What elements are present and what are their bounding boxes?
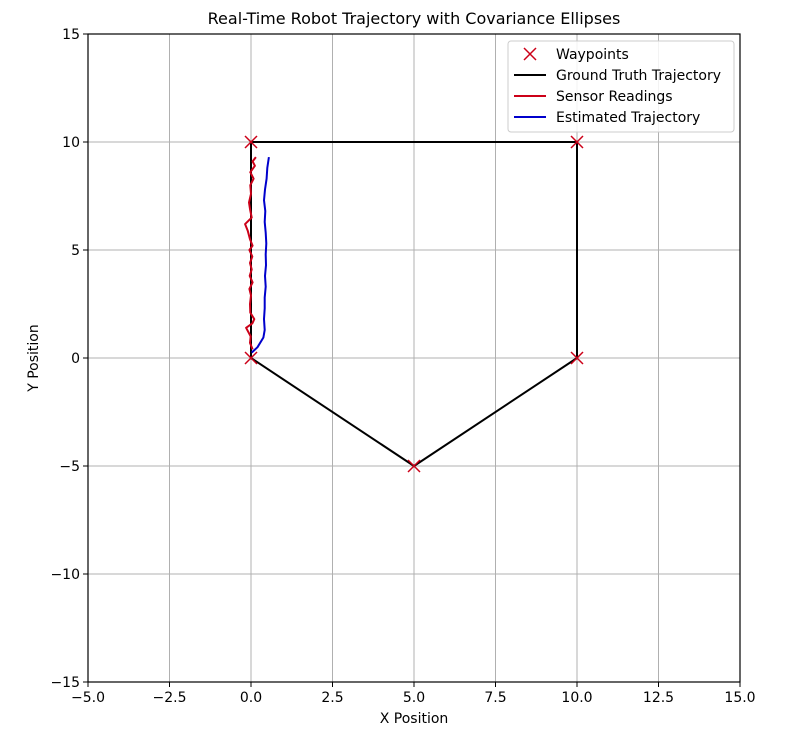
x-tick-label: 10.0 (561, 690, 592, 706)
legend-label: Waypoints (556, 47, 629, 63)
waypoint-marker (244, 135, 258, 149)
y-tick-label: 10 (62, 135, 80, 151)
legend-label: Sensor Readings (556, 89, 673, 105)
x-tick-label: 7.5 (484, 690, 506, 706)
x-axis-ticks: −5.0 −2.5 0.0 2.5 5.0 7.5 10.0 12.5 15.0 (71, 682, 756, 706)
x-tick-label: 5.0 (403, 690, 425, 706)
chart-title: Real-Time Robot Trajectory with Covarian… (208, 9, 621, 28)
waypoint-marker (244, 351, 258, 365)
legend-box (507, 40, 735, 133)
x-tick-label: 0.0 (240, 690, 262, 706)
waypoint-marker (570, 351, 584, 365)
estimated-trajectory-line (251, 156, 270, 354)
x-axis-label: X Position (380, 711, 449, 727)
x-tick-label: 2.5 (321, 690, 343, 706)
y-tick-label: 5 (71, 243, 80, 259)
y-tick-label: −5 (59, 459, 80, 475)
y-tick-label: −15 (50, 675, 80, 691)
legend-label: Estimated Trajectory (556, 110, 700, 126)
legend-label: Ground Truth Trajectory (556, 68, 721, 84)
sensor-readings-line (244, 156, 257, 350)
legend: Waypoints Ground Truth Trajectory Sensor R… (507, 40, 735, 133)
waypoint-marker (407, 459, 421, 473)
ground-truth-trajectory-line (250, 141, 578, 467)
y-axis-ticks: −15 −10 −5 0 5 10 15 (50, 27, 88, 691)
y-tick-label: 0 (71, 351, 80, 367)
x-tick-label: 12.5 (643, 690, 674, 706)
y-axis-label: Y Position (26, 324, 42, 393)
x-tick-label: −5.0 (71, 690, 105, 706)
plot-area (244, 135, 584, 473)
y-tick-label: 15 (62, 27, 80, 43)
y-tick-label: −10 (50, 567, 80, 583)
waypoint-marker (570, 135, 584, 149)
x-tick-label: 15.0 (724, 690, 755, 706)
x-tick-label: −2.5 (153, 690, 187, 706)
legend-swatch (523, 47, 537, 61)
